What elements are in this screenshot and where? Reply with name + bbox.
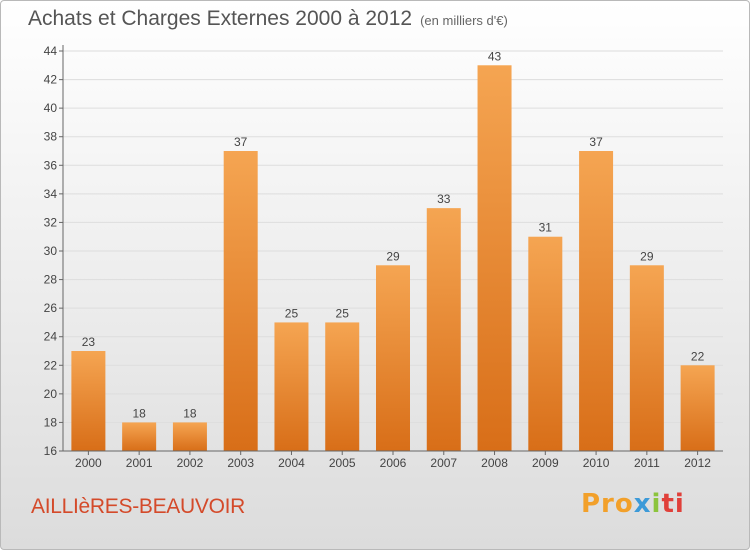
y-tick-label: 24 [44, 330, 58, 344]
y-tick-label: 18 [44, 415, 58, 429]
x-tick-label: 2012 [684, 456, 711, 470]
data-label: 31 [539, 221, 553, 235]
y-tick-label: 38 [44, 130, 58, 144]
data-label: 18 [183, 406, 197, 420]
data-label: 37 [589, 135, 603, 149]
x-tick-label: 2011 [634, 456, 660, 470]
y-tick-label: 36 [44, 158, 58, 172]
x-tick-label: 2006 [380, 456, 407, 470]
chart-title-text: Achats et Charges Externes 2000 à 2012 [28, 7, 413, 30]
bar [629, 265, 664, 451]
data-label: 29 [386, 249, 400, 263]
x-tick-label: 2000 [75, 456, 102, 470]
x-tick-label: 2007 [430, 456, 457, 470]
labels: 16 18 20 22 24 26 28 30 32 34 36 38 40 42 44 23 2000 18 20… [44, 44, 712, 470]
y-tick-label: 16 [44, 444, 58, 458]
x-tick-label: 2004 [278, 456, 305, 470]
y-tick-label: 30 [44, 244, 58, 258]
x-tick-label: 2002 [177, 456, 204, 470]
x-tick-label: 2003 [227, 456, 254, 470]
bar [223, 151, 258, 451]
data-label: 25 [336, 306, 350, 320]
x-tick-label: 2001 [126, 456, 153, 470]
bar [528, 236, 563, 451]
y-tick-label: 20 [44, 387, 58, 401]
proxiti-logo[interactable]: Proxiti [581, 489, 685, 519]
chart-title: Achats et Charges Externes 2000 à 2012 (e… [28, 7, 508, 31]
bar [579, 151, 614, 451]
bars [71, 65, 715, 452]
y-tick-label: 42 [44, 73, 58, 87]
bar [680, 365, 715, 451]
bar [477, 65, 512, 452]
bar [122, 422, 157, 451]
logo-part-2: x [633, 489, 652, 519]
data-label: 25 [285, 306, 299, 320]
logo-part-1: Pro [581, 489, 634, 519]
bar [325, 322, 360, 451]
y-tick-label: 32 [44, 215, 58, 229]
chart-unit: (en milliers d'€) [420, 13, 508, 28]
bar [172, 422, 207, 451]
x-tick-label: 2008 [481, 456, 508, 470]
y-tick-label: 40 [44, 101, 58, 115]
y-tick-label: 26 [44, 301, 58, 315]
data-label: 33 [437, 192, 451, 206]
logo-part-4: ti [661, 489, 685, 519]
y-tick-label: 22 [44, 358, 58, 372]
data-label: 18 [132, 406, 146, 420]
bar [376, 265, 410, 451]
commune-name: AILLIèRES-BEAUVOIR [31, 495, 246, 518]
bar [274, 322, 309, 451]
data-label: 23 [82, 335, 96, 349]
axes [59, 45, 723, 455]
y-tick-label: 34 [44, 187, 58, 201]
x-tick-label: 2009 [532, 456, 559, 470]
y-tick-label: 28 [44, 273, 58, 287]
data-label: 22 [691, 349, 705, 363]
logo-part-3: i [651, 489, 662, 519]
y-tick-label: 44 [44, 44, 58, 58]
bar [71, 351, 106, 451]
x-tick-label: 2005 [329, 456, 356, 470]
data-label: 29 [640, 249, 654, 263]
bar [426, 208, 461, 451]
data-label: 37 [234, 135, 248, 149]
x-tick-label: 2010 [583, 456, 610, 470]
data-label: 43 [488, 49, 502, 63]
